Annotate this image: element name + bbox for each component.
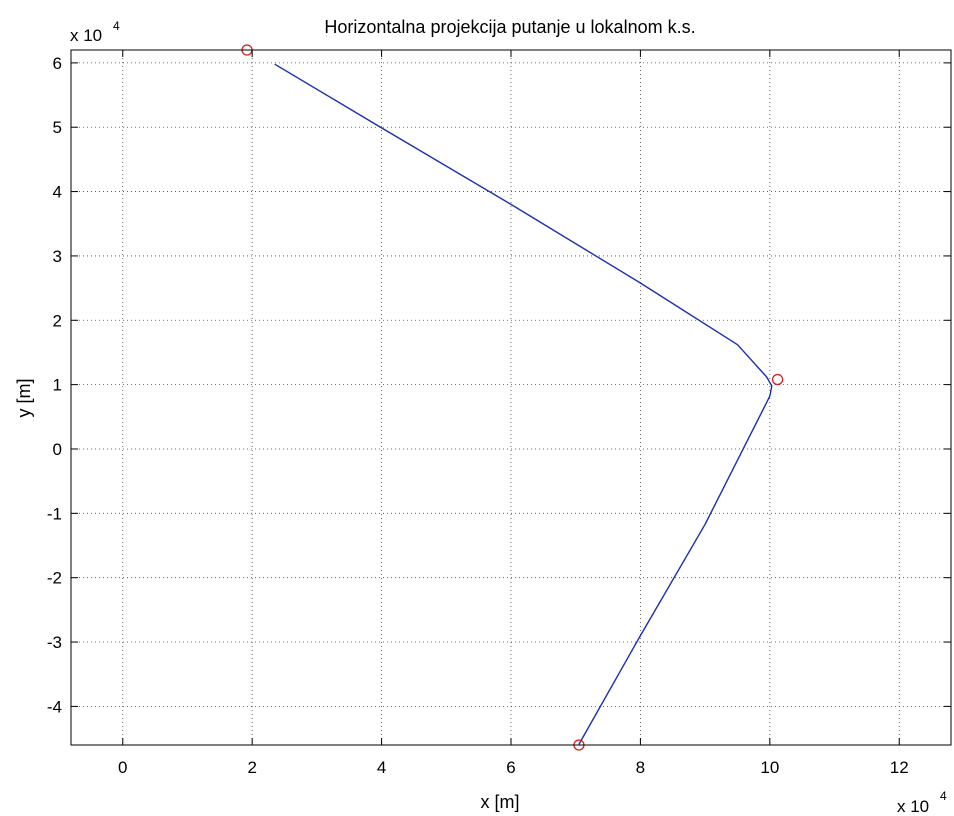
y-exponent-label: x 10 4	[70, 19, 120, 45]
y-tick-label: -2	[47, 569, 62, 588]
x-tick-label: 2	[247, 758, 256, 777]
y-tick-label: 5	[53, 118, 62, 137]
x-tick-label: 0	[118, 758, 127, 777]
y-tick-label: 1	[53, 376, 62, 395]
x-exponent-base: x 10	[897, 797, 929, 816]
plot-frame	[70, 49, 952, 746]
y-tick-label: 0	[53, 440, 62, 459]
x-axis-label: x [m]	[481, 792, 520, 812]
y-tick-label: -1	[47, 504, 62, 523]
grid-layer	[71, 50, 951, 745]
y-tick-label: 2	[53, 311, 62, 330]
y-exponent-power: 4	[113, 19, 120, 33]
trajectory-line	[274, 63, 773, 745]
y-axis-label: y [m]	[14, 379, 34, 418]
x-exponent-label: x 10 4	[897, 789, 947, 816]
y-tick-label: 4	[53, 183, 62, 202]
waypoint-marker	[771, 373, 784, 386]
y-tick-label: -4	[47, 697, 62, 716]
x-tick-label: 10	[760, 758, 779, 777]
x-tick-label: 4	[377, 758, 386, 777]
chart-title: Horizontalna projekcija putanje u lokaln…	[324, 17, 695, 37]
y-tick-label: 3	[53, 247, 62, 266]
y-tick-label: 6	[53, 54, 62, 73]
x-tick-label: 6	[506, 758, 515, 777]
plot-area	[71, 50, 951, 745]
x-exponent-power: 4	[940, 789, 947, 803]
x-tick-label: 8	[636, 758, 645, 777]
y-tick-label: -3	[47, 633, 62, 652]
x-tick-label: 12	[890, 758, 909, 777]
y-exponent-base: x 10	[70, 26, 102, 45]
